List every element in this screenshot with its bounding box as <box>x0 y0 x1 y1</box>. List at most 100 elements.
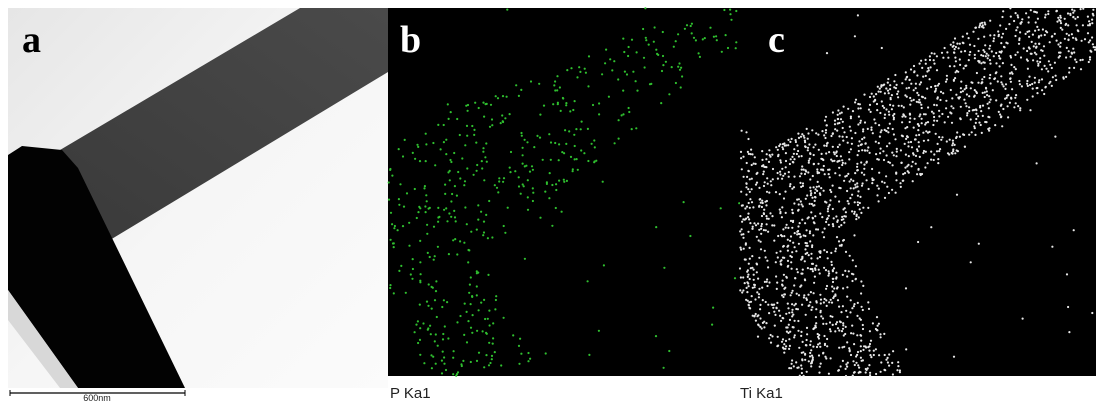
signal-dot <box>850 332 852 334</box>
signal-dot <box>772 168 774 170</box>
signal-dot <box>1028 76 1030 78</box>
signal-dot <box>1074 18 1076 20</box>
signal-dot <box>756 182 758 184</box>
signal-dot <box>1005 28 1007 30</box>
signal-dot <box>446 301 448 303</box>
signal-dot <box>1004 98 1006 100</box>
signal-dot <box>986 53 988 55</box>
signal-dot <box>749 222 751 224</box>
signal-dot <box>995 99 997 101</box>
signal-dot <box>1009 78 1011 80</box>
signal-dot <box>775 275 777 277</box>
signal-dot <box>783 257 785 259</box>
signal-dot <box>975 109 977 111</box>
signal-dot <box>814 267 816 269</box>
signal-dot <box>887 161 889 163</box>
signal-dot <box>432 142 434 144</box>
signal-dot <box>771 154 773 156</box>
signal-dot <box>889 84 891 86</box>
signal-dot <box>768 337 770 339</box>
signal-dot <box>854 35 856 37</box>
signal-dot <box>1067 306 1069 308</box>
signal-dot <box>918 125 920 127</box>
signal-dot <box>398 270 400 272</box>
signal-dot <box>924 97 926 99</box>
signal-dot <box>533 146 535 148</box>
signal-dot <box>623 51 625 53</box>
signal-dot <box>838 347 840 349</box>
signal-dot <box>816 346 818 348</box>
signal-dot <box>412 268 414 270</box>
signal-dot <box>809 158 811 160</box>
signal-dot <box>772 178 774 180</box>
signal-dot <box>739 267 741 269</box>
signal-dot <box>611 69 613 71</box>
signal-dot <box>715 35 717 37</box>
signal-dot <box>833 287 835 289</box>
signal-dot <box>793 304 795 306</box>
signal-dot <box>903 106 905 108</box>
signal-dot <box>1000 105 1002 107</box>
signal-dot <box>431 308 433 310</box>
signal-dot <box>445 153 447 155</box>
signal-dot <box>789 183 791 185</box>
signal-dot <box>486 333 488 335</box>
signal-dot <box>787 245 789 247</box>
signal-dot <box>900 162 902 164</box>
signal-dot <box>556 89 558 91</box>
signal-dot <box>846 136 848 138</box>
signal-dot <box>448 118 450 120</box>
signal-dot <box>805 297 807 299</box>
signal-dot <box>668 93 670 95</box>
signal-dot <box>923 113 925 115</box>
signal-dot <box>789 141 791 143</box>
signal-dot <box>834 330 836 332</box>
signal-dot <box>857 123 859 125</box>
signal-dot <box>770 180 772 182</box>
signal-dot <box>555 207 557 209</box>
signal-dot <box>794 334 796 336</box>
signal-dot <box>933 53 935 55</box>
signal-dot <box>1059 46 1061 48</box>
signal-dot <box>812 359 814 361</box>
signal-dot <box>975 118 977 120</box>
signal-dot <box>834 153 836 155</box>
signal-dot <box>995 62 997 64</box>
signal-dot <box>895 87 897 89</box>
signal-dot <box>397 229 399 231</box>
signal-dot <box>781 216 783 218</box>
signal-dot <box>636 90 638 92</box>
signal-dot <box>437 345 439 347</box>
signal-dot <box>820 363 822 365</box>
signal-dot <box>463 242 465 244</box>
signal-dot <box>1037 18 1039 20</box>
signal-dot <box>848 347 850 349</box>
signal-dot <box>905 154 907 156</box>
signal-dot <box>1039 57 1041 59</box>
signal-dot <box>1047 13 1049 15</box>
signal-dot <box>1047 70 1049 72</box>
signal-dot <box>834 172 836 174</box>
signal-dot <box>829 176 831 178</box>
signal-dot <box>742 218 744 220</box>
signal-dot <box>636 51 638 53</box>
signal-dot <box>414 331 416 333</box>
signal-dot <box>898 105 900 107</box>
signal-dot <box>826 124 828 126</box>
signal-dot <box>834 123 836 125</box>
signal-dot <box>841 216 843 218</box>
signal-dot <box>443 299 445 301</box>
signal-dot <box>746 287 748 289</box>
signal-dot <box>916 74 918 76</box>
signal-dot <box>787 139 789 141</box>
signal-dot <box>1072 12 1074 14</box>
signal-dot <box>801 155 803 157</box>
signal-dot <box>782 317 784 319</box>
signal-dot <box>945 100 947 102</box>
signal-dot <box>875 348 877 350</box>
signal-dot <box>954 144 956 146</box>
signal-dot <box>1010 81 1012 83</box>
signal-dot <box>765 166 767 168</box>
signal-dot <box>827 210 829 212</box>
signal-dot <box>858 150 860 152</box>
